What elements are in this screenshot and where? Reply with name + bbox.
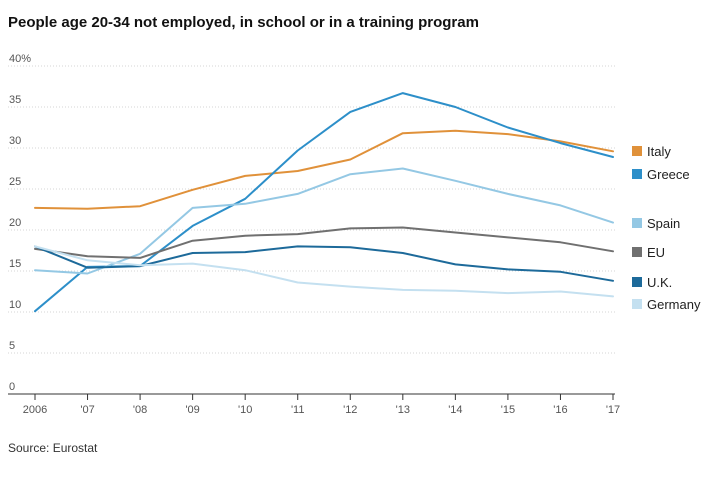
y-tick-label: 20 — [9, 217, 21, 229]
series-line-italy — [34, 129, 614, 210]
x-tick-label: '13 — [396, 404, 410, 416]
series-line-greece — [34, 92, 614, 313]
y-tick-label: 35 — [9, 94, 21, 106]
legend-swatch — [632, 146, 642, 156]
source-note: Source: Eurostat — [8, 441, 98, 455]
legend-label: Germany — [647, 297, 701, 312]
y-tick-label: 5 — [9, 340, 15, 352]
legend-swatch — [632, 247, 642, 257]
series-line-germany — [34, 245, 614, 298]
series-lines — [34, 92, 614, 313]
legend: Italy Greece Spain EU U.K. Germany — [632, 144, 701, 312]
legend-swatch — [632, 218, 642, 228]
x-tick-label: '15 — [501, 404, 515, 416]
series-line-uk — [34, 245, 614, 282]
y-tick-label: 0 — [9, 381, 15, 393]
x-tick-label: '16 — [553, 404, 567, 416]
series-line-eu — [34, 226, 614, 259]
x-tick-label: '10 — [238, 404, 252, 416]
y-tick-label: 15 — [9, 258, 21, 270]
x-tick-label: '14 — [448, 404, 462, 416]
legend-swatch — [632, 169, 642, 179]
y-tick-label: 25 — [9, 176, 21, 188]
legend-label: EU — [647, 245, 665, 260]
legend-label: Spain — [647, 216, 680, 231]
y-axis-ticks: 0 5 10 15 20 25 30 35 40% — [9, 53, 31, 393]
x-tick-label: '07 — [80, 404, 94, 416]
x-tick-label: '11 — [291, 404, 305, 416]
legend-swatch — [632, 277, 642, 287]
x-tick-label: '12 — [343, 404, 357, 416]
y-tick-label: 30 — [9, 135, 21, 147]
x-tick-label: '08 — [133, 404, 147, 416]
legend-label: Greece — [647, 167, 690, 182]
gridlines — [8, 65, 615, 395]
x-tick-label: '17 — [606, 404, 620, 416]
legend-label: Italy — [647, 144, 671, 159]
legend-label: U.K. — [647, 275, 672, 290]
x-tick-label: 2006 — [23, 404, 47, 416]
y-tick-label: 40% — [9, 53, 31, 65]
chart-title: People age 20-34 not employed, in school… — [8, 14, 479, 31]
x-axis-ticks: 2006 '07 '08 '09 '10 '11 '12 '13 '14 '15 '16 '17 — [23, 394, 620, 416]
legend-swatch — [632, 299, 642, 309]
y-tick-label: 10 — [9, 299, 21, 311]
x-tick-label: '09 — [185, 404, 199, 416]
